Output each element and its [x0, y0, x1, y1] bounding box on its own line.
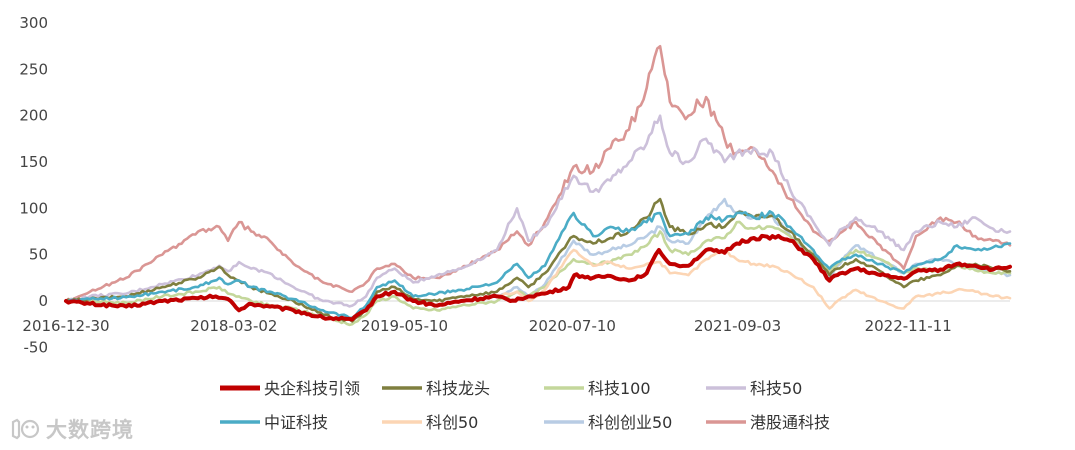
series-line-4 [64, 210, 1012, 320]
y-tick-label: 250 [19, 60, 48, 78]
brand-logo-icon [11, 418, 40, 440]
legend-label: 科创创业50 [588, 413, 672, 432]
watermark: 大数跨境 [10, 414, 134, 444]
legend-label: 港股通科技 [750, 413, 830, 432]
x-axis: 2016-12-30 2018-03-02 2019-05-10 2020-07-10… [22, 300, 1010, 335]
series-line-5 [495, 248, 1012, 310]
legend-label: 科技50 [750, 379, 802, 398]
legend: 央企科技引领 科技龙头 科技100 科技50 中证科技 科创50 科创创业50 港股通科技 [220, 379, 830, 432]
x-tick-label: 2016-12-30 [22, 317, 109, 335]
x-tick-label: 2018-03-02 [190, 317, 277, 335]
legend-label: 科创50 [426, 413, 478, 432]
y-tick-label: 300 [19, 14, 48, 32]
x-tick-label: 2021-09-03 [694, 317, 781, 335]
x-tick-label: 2022-11-11 [865, 317, 952, 335]
x-tick-label: 2020-07-10 [529, 317, 616, 335]
series-line-0 [64, 233, 1012, 322]
legend-label: 科技100 [588, 379, 651, 398]
legend-label: 央企科技引领 [264, 379, 360, 398]
legend-label: 中证科技 [264, 413, 328, 432]
y-tick-label: 0 [38, 292, 48, 310]
y-tick-label: 200 [19, 107, 48, 125]
y-tick-label: 50 [29, 246, 48, 264]
x-tick-label: 2019-05-10 [361, 317, 448, 335]
y-axis: -50 0 50 100 150 200 250 300 [19, 14, 48, 356]
watermark-text: 大数跨境 [46, 418, 134, 442]
y-tick-label: -50 [24, 338, 49, 356]
series-line-1 [64, 197, 1012, 323]
series-line-7 [64, 44, 1012, 303]
legend-label: 科技龙头 [426, 379, 490, 398]
series-line-2 [64, 220, 1012, 327]
plot-area [64, 44, 1012, 327]
y-tick-label: 150 [19, 153, 48, 171]
y-tick-label: 100 [19, 199, 48, 217]
